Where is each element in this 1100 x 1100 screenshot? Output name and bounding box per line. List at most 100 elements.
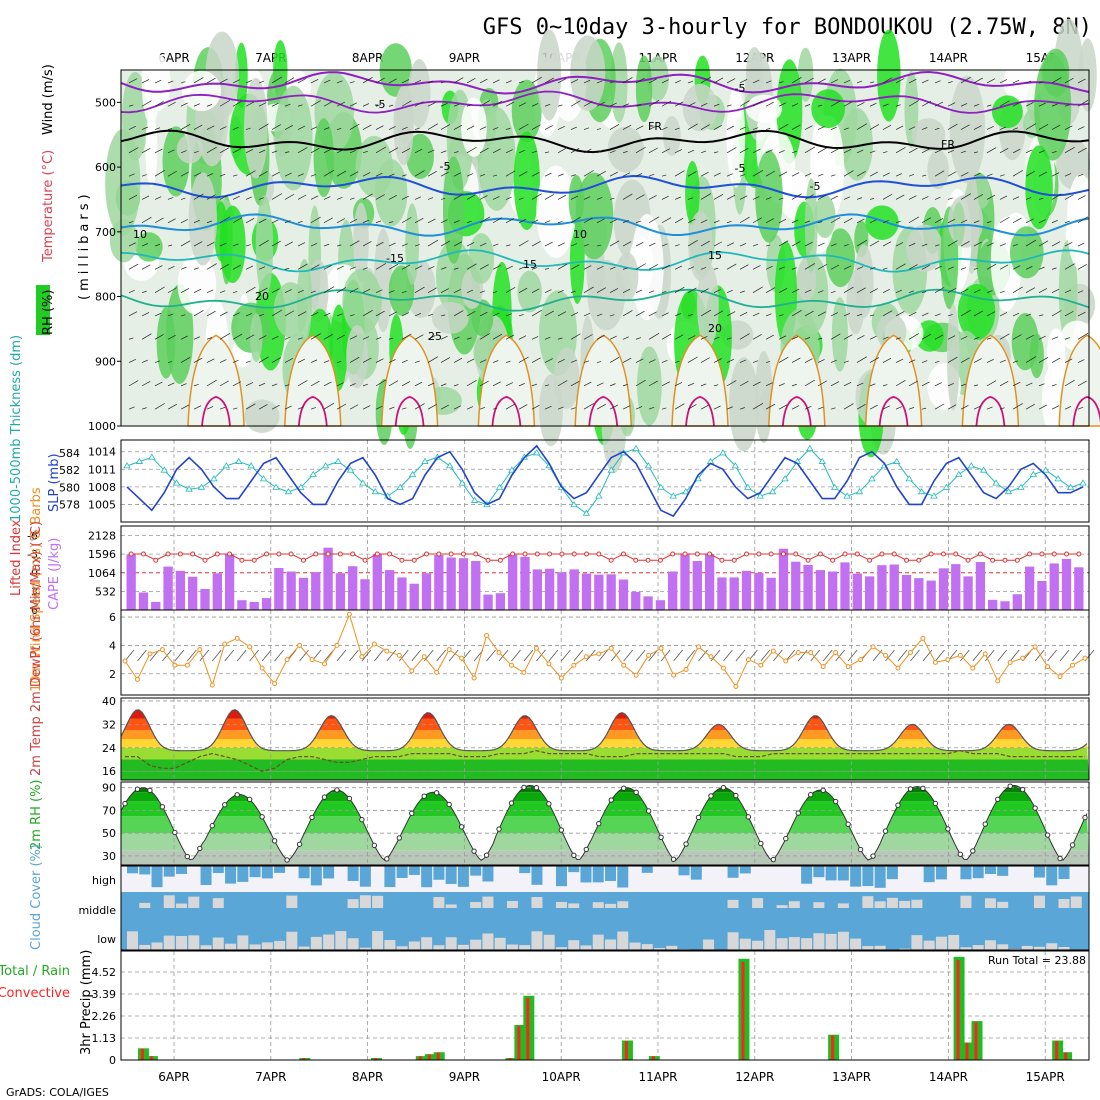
cloud-high-bar xyxy=(972,866,984,879)
wind-barb xyxy=(648,173,655,177)
wind-barb xyxy=(726,78,736,84)
wind-barb xyxy=(648,264,658,270)
wind-barb xyxy=(180,123,191,130)
wind-barb xyxy=(1025,149,1033,154)
rh2m-point xyxy=(571,852,577,859)
rh2m-point xyxy=(346,795,353,802)
wind-barb xyxy=(947,102,956,107)
wind-barb xyxy=(973,405,981,410)
upper-air-frame xyxy=(120,69,1090,427)
wind10m-point xyxy=(247,644,253,650)
wind-barb xyxy=(128,147,139,154)
wind10m-barb xyxy=(374,649,384,662)
wind-barb xyxy=(947,171,957,177)
wind-barb xyxy=(479,195,488,200)
thickness-point xyxy=(1017,483,1025,490)
wind10m-point xyxy=(334,642,340,648)
wind-barb xyxy=(648,359,656,363)
wind-barb xyxy=(973,384,979,387)
wind-barb xyxy=(492,174,498,177)
lifted-index-point xyxy=(1064,551,1070,557)
wind-barb xyxy=(635,194,645,200)
cloud-middle-gap xyxy=(506,901,518,908)
wind-barb xyxy=(661,174,667,177)
wind-barb xyxy=(531,240,541,247)
wind-barb xyxy=(856,266,864,270)
rh-patch xyxy=(188,172,217,266)
wind-barb xyxy=(661,381,671,387)
wind-barb xyxy=(713,241,722,247)
wind-barb xyxy=(895,406,903,410)
rh2m-point xyxy=(184,853,191,860)
rh-band xyxy=(121,833,1089,851)
cloud-low-gap xyxy=(788,937,800,950)
rh-patch xyxy=(682,83,718,132)
wind-barb xyxy=(531,193,542,200)
wind-barb xyxy=(310,407,316,410)
wind-barb xyxy=(141,381,151,387)
thickness-label: 1000-500mb Thickness (dm) xyxy=(9,335,24,522)
wind-barb xyxy=(375,358,384,363)
wind-barb xyxy=(635,358,644,363)
cape-bar xyxy=(1000,601,1010,610)
wind-barb xyxy=(544,358,553,363)
cloud-middle-gap xyxy=(286,895,298,908)
lifted-index-point xyxy=(990,557,996,563)
wind-barb xyxy=(908,126,916,130)
wind-barb xyxy=(869,240,880,247)
wind-barb xyxy=(947,383,954,387)
thickness-point xyxy=(806,444,814,452)
wind-barb xyxy=(960,405,969,410)
wind-barb xyxy=(752,265,761,270)
wind-barb xyxy=(453,357,463,363)
date-label-bottom: 9APR xyxy=(449,1070,480,1084)
wind-barb xyxy=(544,172,552,177)
cloud-high-bar xyxy=(323,866,335,879)
rh-patch xyxy=(570,35,606,112)
wind-barb xyxy=(349,266,356,270)
wind10m-point xyxy=(521,669,527,675)
wind-barb xyxy=(505,382,513,387)
wind-barb xyxy=(674,360,680,363)
wind-barb xyxy=(193,172,202,177)
cloud-low-gap xyxy=(703,939,715,950)
wind-barb xyxy=(661,407,667,410)
rh-patch xyxy=(615,252,639,301)
wind-barb xyxy=(479,359,487,363)
wind-barb xyxy=(544,77,555,84)
lifted-index-point xyxy=(953,551,959,557)
cape-bar xyxy=(384,570,395,610)
wind-barb xyxy=(193,310,204,317)
isotherm-label: -5 xyxy=(440,160,451,173)
wind-barb xyxy=(752,243,759,247)
wind-barb xyxy=(687,197,693,200)
cloud-middle-gap xyxy=(813,902,825,908)
wind10m-point xyxy=(197,647,203,653)
lifted-index-point xyxy=(940,551,946,557)
cloud-high-bar xyxy=(519,866,531,874)
cloud-low-gap xyxy=(641,944,653,950)
wind10m-point xyxy=(1045,664,1051,670)
wind-barb xyxy=(1064,220,1070,224)
rh2m-point xyxy=(259,814,265,820)
wind-barb xyxy=(206,337,213,340)
date-labels-bottom: 6APR 7APR 8APR 9APR 10APR 11APR 12APR 13APR 14AP… xyxy=(158,1070,1064,1084)
wind-barb xyxy=(479,264,489,270)
wind-barb xyxy=(1077,311,1086,317)
wind-barb xyxy=(518,404,528,410)
wind-barb xyxy=(1051,384,1057,387)
thickness-point xyxy=(967,462,975,469)
wind-barb xyxy=(167,403,178,410)
wind-barb xyxy=(336,149,344,154)
wind-barb xyxy=(947,287,957,293)
thickness-point xyxy=(309,470,317,477)
wind-barb xyxy=(661,243,668,247)
cloud-high-bar xyxy=(359,866,371,887)
isotherm-label: 20 xyxy=(255,290,269,303)
cloud-middle-gap xyxy=(1058,899,1070,908)
cloud-low-gap xyxy=(923,940,935,950)
thickness-point xyxy=(756,492,764,499)
wind-barb xyxy=(154,148,163,154)
rh-patch xyxy=(406,133,434,180)
wind10m-point xyxy=(434,669,440,675)
